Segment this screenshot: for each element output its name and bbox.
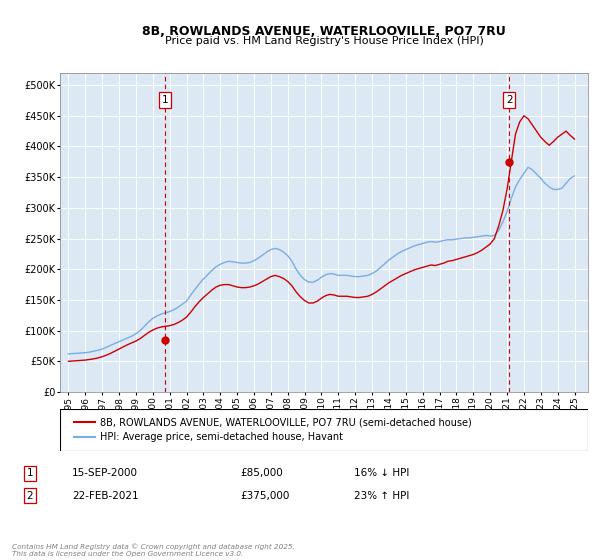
Text: 8B, ROWLANDS AVENUE, WATERLOOVILLE, PO7 7RU: 8B, ROWLANDS AVENUE, WATERLOOVILLE, PO7 … <box>142 25 506 38</box>
Text: £375,000: £375,000 <box>240 491 289 501</box>
Text: 2: 2 <box>26 491 34 501</box>
Text: 2: 2 <box>506 95 512 105</box>
Text: 23% ↑ HPI: 23% ↑ HPI <box>354 491 409 501</box>
Legend: 8B, ROWLANDS AVENUE, WATERLOOVILLE, PO7 7RU (semi-detached house), HPI: Average : 8B, ROWLANDS AVENUE, WATERLOOVILLE, PO7 … <box>70 413 476 446</box>
Text: 22-FEB-2021: 22-FEB-2021 <box>72 491 139 501</box>
Text: 15-SEP-2000: 15-SEP-2000 <box>72 468 138 478</box>
Text: £85,000: £85,000 <box>240 468 283 478</box>
Text: 1: 1 <box>26 468 34 478</box>
Text: 16% ↓ HPI: 16% ↓ HPI <box>354 468 409 478</box>
Text: Price paid vs. HM Land Registry's House Price Index (HPI): Price paid vs. HM Land Registry's House … <box>164 36 484 46</box>
Text: Contains HM Land Registry data © Crown copyright and database right 2025.
This d: Contains HM Land Registry data © Crown c… <box>12 543 295 557</box>
Text: 1: 1 <box>161 95 168 105</box>
FancyBboxPatch shape <box>60 409 588 451</box>
